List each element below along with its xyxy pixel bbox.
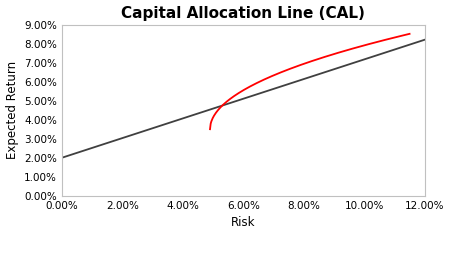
Title: Capital Allocation Line (CAL): Capital Allocation Line (CAL): [122, 5, 365, 21]
Y-axis label: Expected Return: Expected Return: [5, 61, 18, 159]
Efficient Frontier: [329, 53, 335, 56]
X-axis label: Risk: Risk: [231, 216, 256, 229]
Efficient Frontier: [407, 32, 412, 35]
Efficient Frontier: [388, 37, 394, 40]
Efficient Frontier: [207, 128, 213, 131]
Efficient Frontier: [208, 122, 213, 125]
Efficient Frontier: [326, 54, 332, 57]
Line: Efficient Frontier: Efficient Frontier: [210, 34, 410, 129]
Efficient Frontier: [375, 40, 381, 43]
Efficient Frontier: [325, 54, 331, 57]
Legend: Efficient Frontier, Capital Allocation Line: Efficient Frontier, Capital Allocation L…: [95, 271, 392, 272]
